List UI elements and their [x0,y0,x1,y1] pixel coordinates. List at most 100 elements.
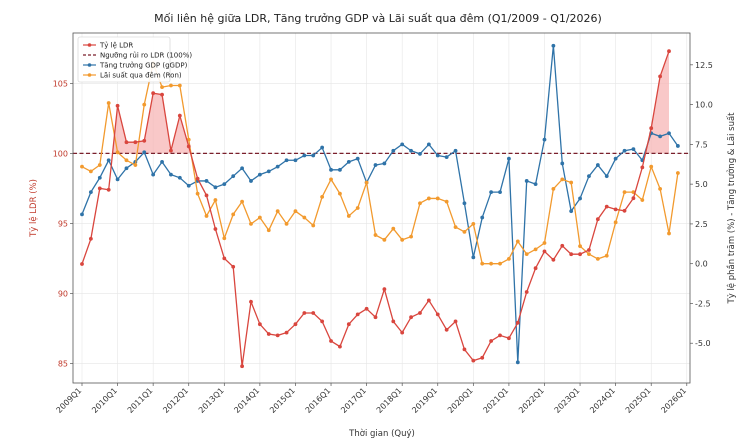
y-right-tick-label: -2.5 [695,299,711,308]
y-right-tick-label: 5.0 [695,180,708,189]
gdp-point [231,174,236,179]
gdp-point [160,159,164,164]
y-axis-right-label: Tỷ lệ phần trăm (%) - Tăng trưởng & Lãi … [726,112,737,305]
ron-point [311,223,316,228]
ldr-point [364,306,369,311]
ron-point [418,201,422,206]
ron-point [507,257,511,261]
series-gdp [80,43,680,365]
ron-point [106,101,111,105]
gdp-point [426,142,431,147]
ldr-point [435,312,440,317]
ldr-point [444,327,449,332]
ron-point [160,85,164,89]
gdp-point [471,255,476,260]
gdp-point [524,179,529,183]
ron-point [578,244,582,249]
legend: Tỷ lệ LDR Ngưỡng rủi ro LDR (100%) Tăng … [77,36,192,83]
gdp-point [222,182,227,187]
ldr-point [169,148,173,153]
ldr-point [613,207,618,212]
gdp-point [453,148,458,153]
ldr-point [480,355,485,360]
y-left-tick-label: 85 [58,359,68,368]
ldr-point [160,92,164,97]
ron-point [355,206,360,210]
gdp-point [569,209,574,214]
ron-point [169,83,173,88]
ldr-point [507,336,511,341]
ron-point [88,169,93,174]
ron-point [133,163,138,167]
ldr-point [151,91,156,96]
ron-point [444,199,449,204]
x-axis-label: Thời gian (Quý) [348,428,415,439]
ldr-point [524,290,529,294]
ron-point [675,171,680,175]
y-left-tick-label: 95 [58,219,68,228]
ldr-point [231,264,236,269]
y-axis-left-label: Tỷ lệ LDR (%) [28,179,39,238]
gdp-point [409,148,413,153]
ldr-point [222,256,227,261]
ldr-point [649,126,654,131]
ron-point [382,237,387,242]
ron-point [569,180,574,185]
ldr-point [409,315,413,320]
ron-point [204,214,209,218]
gdp-point [498,190,502,194]
ron-point [409,234,413,239]
ldr-point [266,332,271,336]
ldr-point [551,257,556,262]
ldr-point [489,339,494,343]
ron-point [560,177,565,182]
ron-point [640,198,645,202]
y-right-tick-label: 2.5 [695,220,708,229]
ldr-point [204,193,209,198]
gdp-point [142,150,147,155]
gdp-point [106,158,111,163]
ldr-point [80,262,84,266]
ron-point [177,83,182,88]
ldr-point [498,333,502,338]
ldr-point [186,144,191,149]
ldr-point [106,187,111,192]
gdp-point [489,190,494,194]
ron-point [613,220,618,225]
gdp-point [667,131,671,136]
ron-point [498,261,502,266]
gdp-point [560,161,565,166]
gdp-point [97,175,102,180]
ron-point [231,212,236,217]
ldr-point [275,333,280,338]
ron-point [489,261,494,266]
ron-point [658,187,663,191]
gdp-point [400,142,405,147]
gdp-point [275,164,280,169]
ldr-point [640,165,645,170]
ron-point [480,261,485,266]
gdp-point [80,212,84,217]
legend-label-ron: Lãi suất qua đêm (Ron) [100,72,182,80]
gdp-point [115,177,120,182]
gdp-point [213,185,218,190]
legend-marker-ldr [87,43,92,47]
series-ldr [80,49,671,369]
legend-label-ldr: Tỷ lệ LDR [99,41,133,50]
gdp-point [542,137,547,142]
ldr-point [355,312,360,317]
gdp-point [391,148,396,153]
ron-point [551,187,556,191]
ldr-point [115,103,120,108]
gdp-point [480,215,485,220]
gdp-point [204,179,209,183]
ldr-point [249,299,253,304]
ron-point [400,237,405,242]
ldr-point [391,319,396,324]
ron-point [649,164,654,169]
ron-points [80,61,680,266]
ron-point [426,196,431,201]
ron-point [249,222,253,226]
gdp-point [658,134,663,139]
ron-point [533,247,538,252]
